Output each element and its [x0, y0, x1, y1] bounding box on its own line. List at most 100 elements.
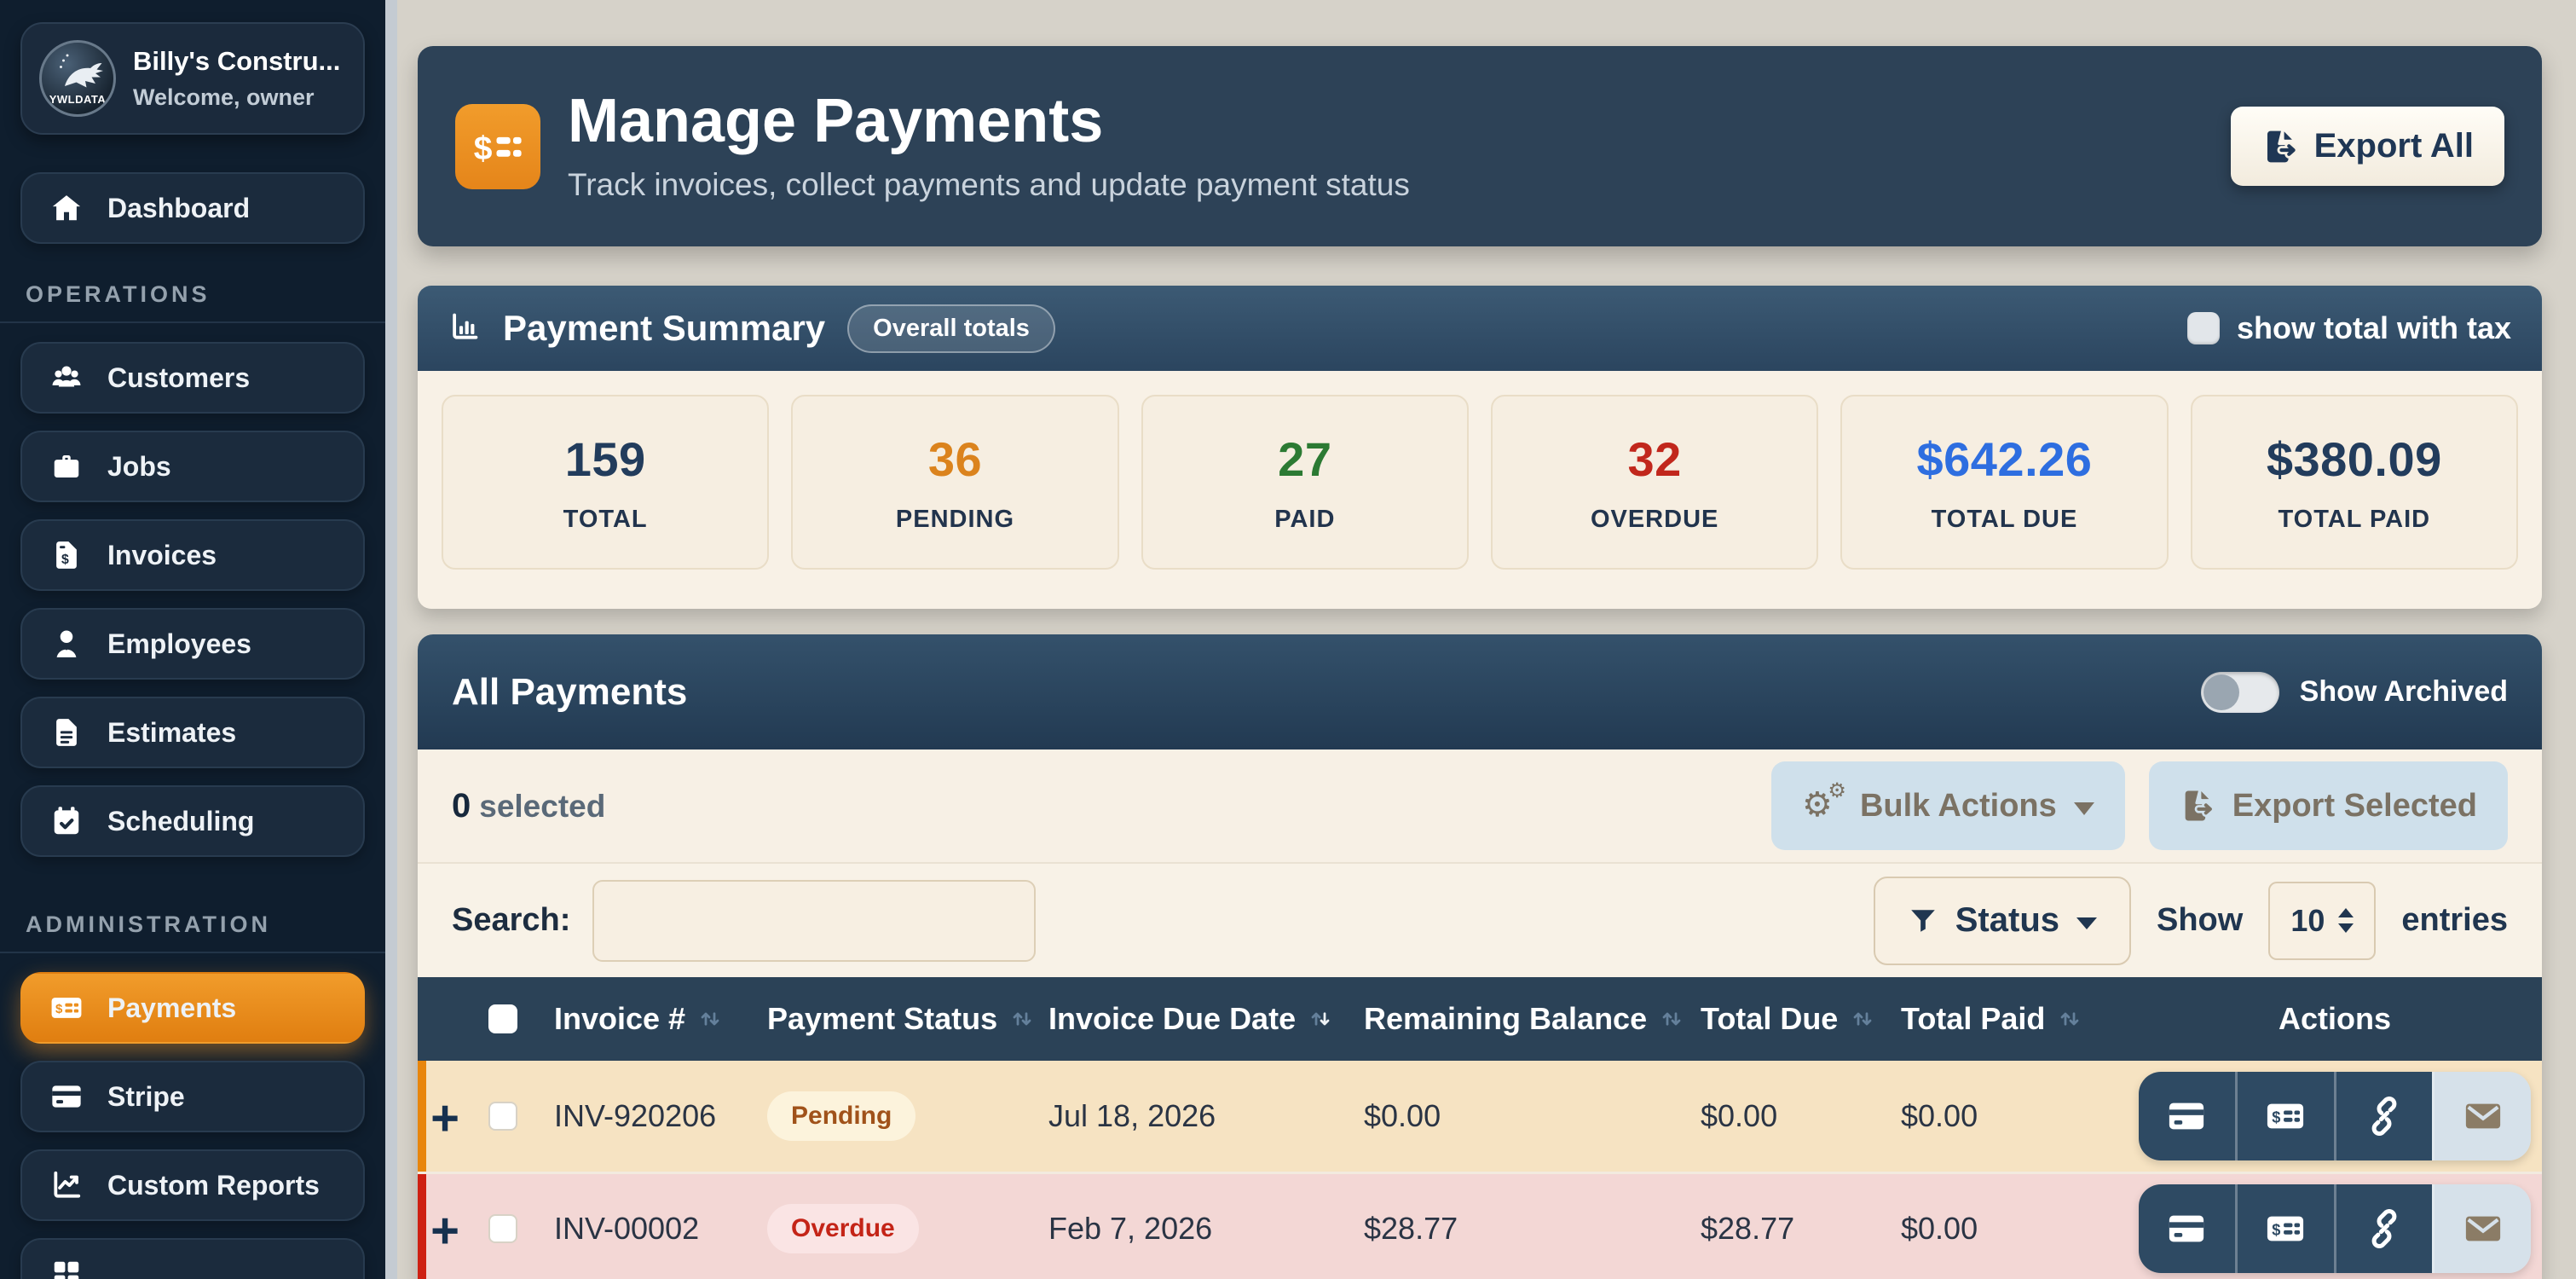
sidebar-item-label: Dashboard — [107, 192, 251, 223]
sidebar-item-label: Payments — [107, 992, 237, 1023]
all-payments-panel: All Payments Show Archived 0 selected ⚙ ⚙ … — [418, 634, 2542, 1279]
selected-count: 0 selected — [452, 786, 606, 825]
bulk-actions-button[interactable]: ⚙ ⚙ Bulk Actions — [1770, 761, 2125, 850]
money-check-icon — [2267, 1103, 2304, 1129]
overall-totals-badge: Overall totals — [847, 304, 1055, 353]
column-header-actions: Actions — [2278, 1001, 2391, 1036]
sidebar-item-payments[interactable]: Payments — [20, 972, 365, 1044]
sidebar-item-employees[interactable]: Employees — [20, 608, 365, 680]
expand-row-button[interactable]: + — [430, 1202, 459, 1259]
sidebar-item-jobs[interactable]: Jobs — [20, 431, 365, 502]
column-header-remaining[interactable]: Remaining Balance — [1343, 1001, 1681, 1037]
row-actions — [2139, 1184, 2531, 1273]
sidebar-item-custom-reports[interactable]: Custom Reports — [20, 1149, 365, 1221]
status-badge: Pending — [767, 1091, 916, 1141]
payment-summary-panel: Payment Summary Overall totals show tota… — [418, 286, 2542, 609]
all-payments-header: All Payments Show Archived — [418, 634, 2542, 749]
sidebar-scrollbar[interactable] — [385, 0, 397, 1279]
sidebar-item-label: Custom Reports — [107, 1169, 320, 1201]
toggle-switch[interactable] — [2200, 671, 2279, 713]
search-input[interactable] — [592, 879, 1037, 962]
table-row: + INV-920206 Pending Jul 18, 2026 $0.00 … — [418, 1061, 2542, 1172]
briefcase-icon — [48, 449, 85, 483]
column-header-due-date[interactable]: Invoice Due Date — [1028, 1001, 1343, 1037]
link-icon — [2365, 1097, 2404, 1136]
all-payments-title: All Payments — [452, 670, 688, 713]
select-arrows-icon — [2338, 908, 2354, 933]
sidebar-item-label: Customers — [107, 362, 251, 393]
gears-icon: ⚙ ⚙ — [1801, 779, 1846, 824]
summary-card-total: 159 TOTAL — [442, 395, 770, 570]
column-header-invoice[interactable]: Invoice # — [534, 1001, 747, 1037]
toggle-knob — [2203, 674, 2239, 710]
due-date: Feb 7, 2026 — [1048, 1210, 1213, 1246]
email-invoice-button[interactable] — [2432, 1072, 2531, 1160]
column-header-status[interactable]: Payment Status — [747, 1001, 1031, 1037]
calendar-check-icon — [48, 804, 85, 838]
brand-card[interactable]: YWLDATA Billy's Constru... Welcome, owne… — [20, 22, 365, 135]
logo-text: YWLDATA — [49, 93, 107, 106]
column-header-total-due[interactable]: Total Due — [1680, 1001, 1880, 1037]
sort-icon — [2057, 1006, 2082, 1032]
total-paid: $0.00 — [1901, 1210, 1978, 1246]
row-checkbox[interactable] — [488, 1213, 517, 1243]
summary-cards: 159 TOTAL 36 PENDING 27 PAID 32 OVERDUE … — [418, 371, 2542, 609]
file-export-icon — [2180, 788, 2215, 824]
total-due: $28.77 — [1701, 1210, 1795, 1246]
record-payment-button[interactable] — [2234, 1072, 2334, 1160]
sidebar-item-label: Employees — [107, 628, 251, 659]
export-selected-button[interactable]: Export Selected — [2148, 761, 2508, 850]
record-payment-button[interactable] — [2234, 1184, 2334, 1273]
sidebar-item-partial[interactable] — [20, 1238, 365, 1279]
sort-icon — [697, 1006, 723, 1032]
sidebar-item-stripe[interactable]: Stripe — [20, 1061, 365, 1132]
summary-card-paid: 27 PAID — [1141, 395, 1469, 570]
chart-line-icon — [48, 1168, 85, 1202]
status-filter-button[interactable]: Status — [1873, 876, 2131, 965]
summary-card-pending: 36 PENDING — [791, 395, 1119, 570]
file-export-icon — [2261, 128, 2299, 165]
money-check-icon — [48, 991, 85, 1025]
link-icon — [2365, 1209, 2404, 1248]
bar-chart-icon — [448, 310, 481, 347]
home-icon — [48, 191, 85, 225]
grid-icon — [48, 1257, 85, 1279]
payment-link-button[interactable] — [2333, 1072, 2433, 1160]
divider — [0, 952, 385, 953]
sidebar-item-estimates[interactable]: Estimates — [20, 697, 365, 768]
sidebar-item-scheduling[interactable]: Scheduling — [20, 785, 365, 857]
sidebar-item-dashboard[interactable]: Dashboard — [20, 172, 365, 244]
sidebar: YWLDATA Billy's Constru... Welcome, owne… — [0, 0, 385, 1279]
users-icon — [48, 361, 85, 395]
entries-label: entries — [2401, 902, 2508, 938]
payment-summary-header: Payment Summary Overall totals show tota… — [418, 286, 2542, 371]
expand-row-button[interactable]: + — [430, 1091, 459, 1146]
column-header-total-paid[interactable]: Total Paid — [1880, 1001, 2128, 1037]
selection-toolbar: 0 selected ⚙ ⚙ Bulk Actions Export Selecte… — [418, 749, 2542, 862]
sidebar-item-customers[interactable]: Customers — [20, 342, 365, 414]
search-label: Search: — [452, 902, 571, 938]
divider — [0, 321, 385, 323]
show-archived-toggle[interactable]: Show Archived — [2200, 671, 2508, 713]
card-payment-button[interactable] — [2139, 1072, 2235, 1160]
due-date: Jul 18, 2026 — [1048, 1098, 1216, 1133]
sidebar-item-invoices[interactable]: Invoices — [20, 519, 365, 591]
sidebar-item-label: Stripe — [107, 1080, 185, 1112]
export-all-button[interactable]: Export All — [2230, 107, 2504, 186]
card-payment-button[interactable] — [2139, 1184, 2235, 1273]
show-tax-toggle[interactable]: show total with tax — [2186, 310, 2511, 346]
welcome-text: Welcome, owner — [133, 84, 315, 110]
sort-icon — [1850, 1006, 1875, 1032]
payment-link-button[interactable] — [2333, 1184, 2433, 1273]
envelope-icon — [2465, 1103, 2500, 1129]
row-checkbox[interactable] — [488, 1102, 517, 1131]
show-tax-checkbox[interactable] — [2186, 312, 2220, 344]
summary-card-overdue: 32 OVERDUE — [1490, 395, 1819, 570]
email-invoice-button[interactable] — [2432, 1184, 2531, 1273]
page-size-select[interactable]: 10 — [2268, 881, 2377, 960]
select-all-checkbox[interactable] — [488, 1004, 517, 1033]
table-header: Invoice # Payment Status Invoice Due Dat… — [418, 977, 2542, 1061]
status-badge: Overdue — [767, 1203, 919, 1253]
credit-card-icon — [48, 1079, 85, 1114]
invoice-icon — [48, 538, 85, 572]
